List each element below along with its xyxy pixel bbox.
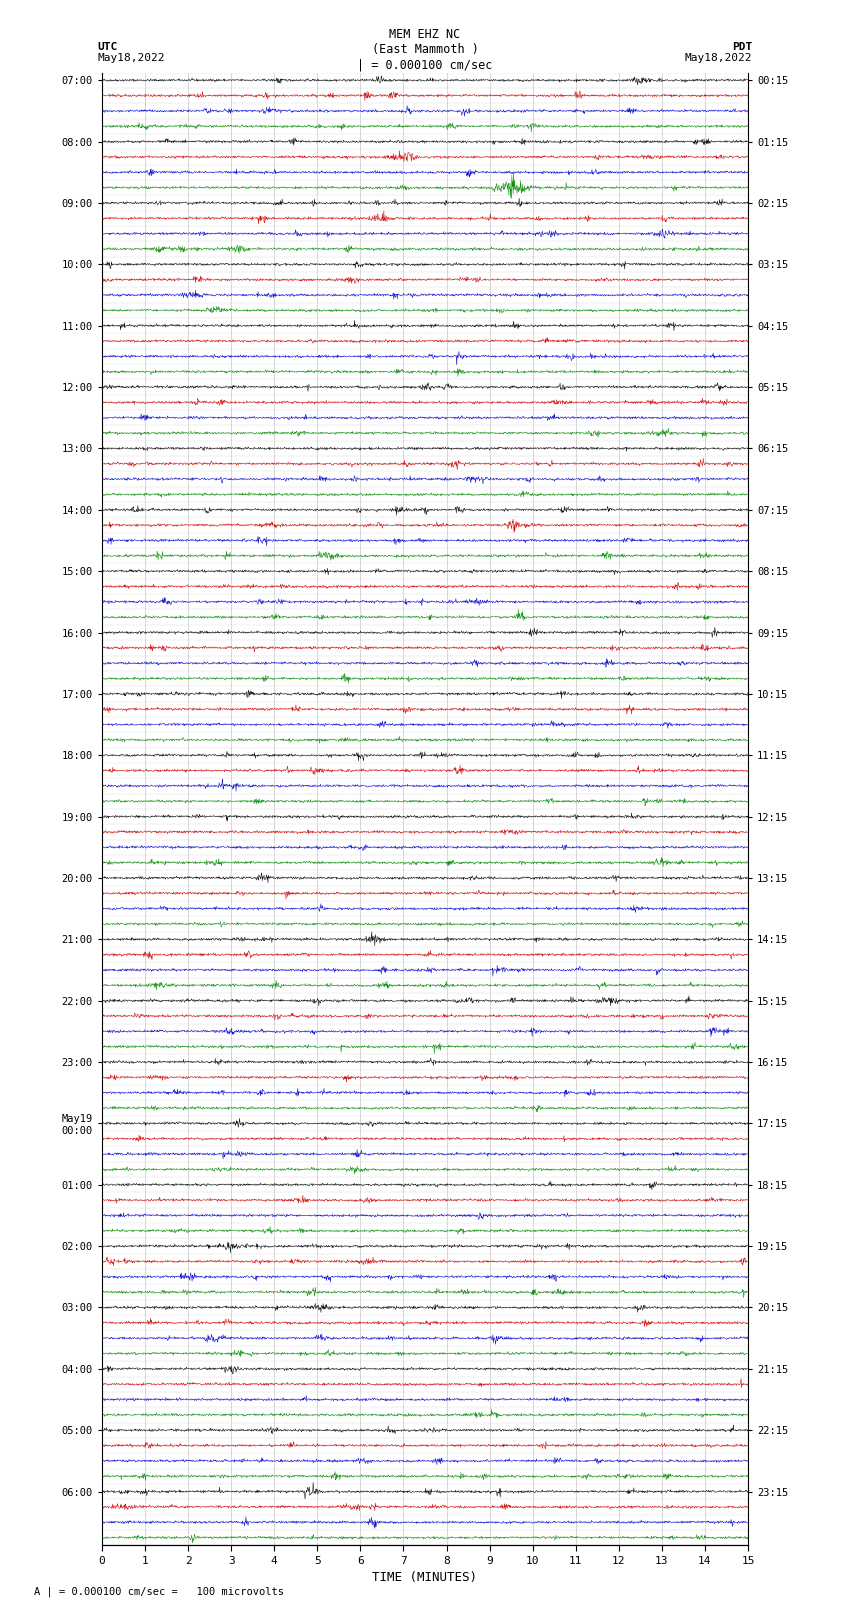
Text: UTC: UTC — [98, 42, 118, 52]
Text: A | = 0.000100 cm/sec =   100 microvolts: A | = 0.000100 cm/sec = 100 microvolts — [34, 1586, 284, 1597]
Text: May18,2022: May18,2022 — [98, 53, 165, 63]
Text: May18,2022: May18,2022 — [685, 53, 752, 63]
X-axis label: TIME (MINUTES): TIME (MINUTES) — [372, 1571, 478, 1584]
Title: MEM EHZ NC
(East Mammoth )
| = 0.000100 cm/sec: MEM EHZ NC (East Mammoth ) | = 0.000100 … — [357, 29, 493, 71]
Text: PDT: PDT — [732, 42, 752, 52]
